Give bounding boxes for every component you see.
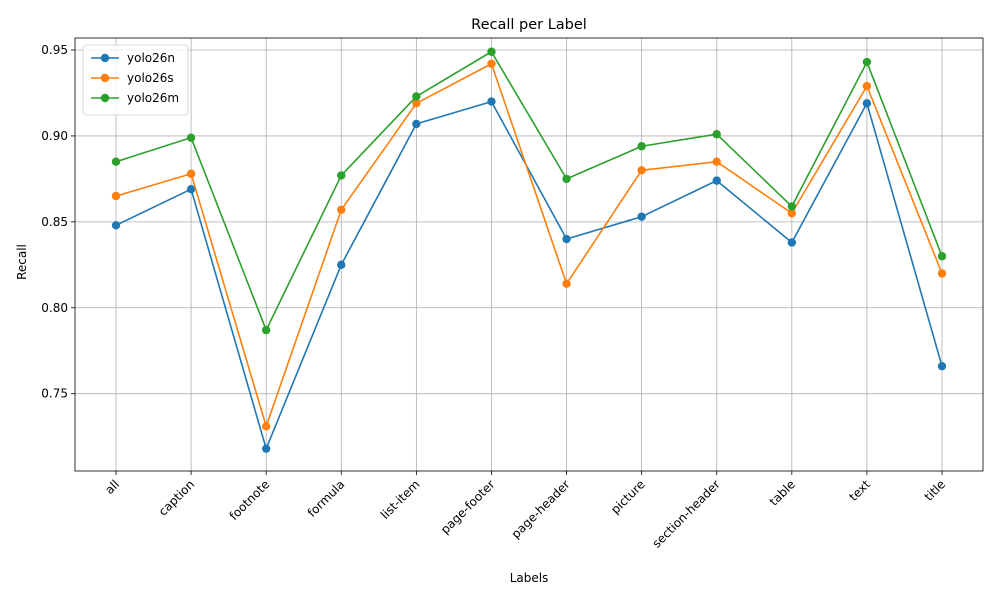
data-point — [637, 166, 646, 175]
data-point — [186, 133, 196, 142]
data-point — [111, 221, 121, 230]
legend-entry: yolo26n — [91, 51, 175, 65]
y-tick-label: 0.80 — [41, 301, 68, 315]
y-axis-label: Recall — [15, 244, 29, 280]
data-point — [186, 185, 196, 194]
legend-label: yolo26n — [127, 51, 175, 65]
legend-marker — [100, 93, 110, 103]
data-point — [937, 252, 947, 261]
data-point — [412, 99, 421, 108]
data-point — [862, 57, 872, 67]
data-point — [412, 92, 421, 101]
legend-label: yolo26s — [127, 71, 174, 85]
data-point — [712, 157, 721, 166]
legend-marker — [100, 73, 110, 83]
plot-frame — [74, 37, 984, 472]
data-point — [261, 422, 271, 431]
data-point — [261, 325, 271, 335]
series-line — [115, 50, 943, 331]
grid-lines — [75, 38, 983, 471]
data-point — [111, 157, 121, 166]
data-point — [787, 209, 797, 218]
legend-entry: yolo26m — [91, 91, 179, 105]
y-tick-label: 0.95 — [41, 43, 68, 57]
data-point — [562, 174, 571, 184]
data-point — [937, 361, 947, 371]
data-point — [487, 47, 496, 56]
legend-marker — [100, 53, 110, 63]
data-point — [562, 279, 571, 288]
legend: yolo26n yolo26s yolo26m — [82, 44, 189, 116]
series-line — [115, 62, 943, 428]
data-point — [862, 99, 872, 108]
data-point — [862, 81, 872, 91]
y-axis-ticks: 0.75 0.80 0.85 0.90 0.95 — [41, 43, 75, 401]
data-point — [186, 169, 196, 178]
series-yolo26n — [111, 97, 947, 453]
data-point — [787, 238, 797, 247]
data-point — [487, 97, 496, 106]
data-point — [937, 269, 947, 278]
series-yolo26m — [111, 47, 947, 335]
data-point — [111, 191, 121, 201]
data-point — [712, 130, 721, 139]
data-point — [487, 59, 496, 68]
data-point — [637, 212, 646, 221]
series-line — [115, 100, 943, 450]
data-point — [562, 234, 571, 244]
y-tick-label: 0.85 — [41, 215, 68, 229]
legend-label: yolo26m — [127, 91, 179, 105]
series-yolo26s — [111, 59, 947, 431]
data-point — [337, 171, 346, 180]
data-point — [712, 176, 721, 185]
y-tick-label: 0.90 — [41, 129, 68, 143]
data-point — [337, 260, 346, 270]
x-axis-label: Labels — [510, 571, 549, 585]
legend-entry: yolo26s — [91, 71, 174, 85]
data-point — [412, 119, 421, 129]
y-tick-label: 0.75 — [41, 387, 68, 401]
data-point — [787, 202, 797, 211]
data-point — [337, 205, 346, 215]
chart-title: Recall per Label — [471, 17, 587, 33]
data-point — [637, 142, 646, 151]
data-point — [261, 444, 271, 453]
series-lines — [111, 47, 947, 453]
